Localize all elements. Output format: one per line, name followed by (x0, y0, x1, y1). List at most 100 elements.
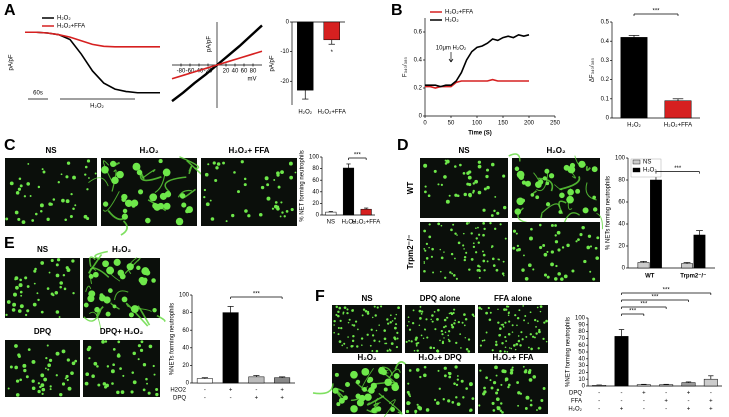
cell (443, 337, 445, 339)
bar (323, 21, 340, 41)
cell (104, 340, 108, 343)
cell (274, 201, 278, 204)
cell (538, 223, 542, 227)
cell (18, 283, 23, 288)
cell (475, 227, 477, 230)
cell (501, 272, 505, 275)
cell (424, 185, 427, 188)
cell (425, 318, 428, 321)
cell (437, 183, 440, 186)
micrograph-background (420, 222, 508, 282)
cell (413, 349, 416, 352)
net-strand (124, 257, 141, 275)
cell (67, 386, 72, 391)
cell (112, 304, 117, 309)
cell (504, 321, 507, 324)
net-strand (156, 314, 166, 323)
cell (335, 313, 338, 317)
error-bar (628, 35, 640, 38)
cell (102, 382, 107, 386)
cell (136, 265, 141, 271)
cell (338, 397, 345, 404)
cell (375, 349, 379, 353)
cell (119, 273, 126, 280)
net-strand (142, 169, 156, 179)
condition-sign: - (643, 407, 645, 413)
error-bar (328, 39, 335, 45)
cell (465, 222, 469, 225)
cell (356, 345, 359, 348)
bar (274, 377, 291, 384)
net-strand (177, 189, 192, 198)
bar (325, 211, 337, 216)
cell (440, 256, 444, 260)
cell (456, 375, 459, 377)
cell (342, 311, 345, 314)
cell (406, 390, 410, 394)
cell (26, 309, 30, 313)
cell (444, 159, 447, 162)
image-label: DPQ+ H₂O₂ (100, 327, 144, 336)
cell (478, 233, 481, 236)
cell (351, 324, 354, 326)
condition-sign: - (598, 407, 600, 413)
net-strand (164, 176, 187, 193)
cell (496, 406, 499, 409)
condition-sign: + (687, 407, 691, 413)
cell (40, 373, 45, 378)
cell (579, 233, 583, 237)
cell (464, 337, 467, 339)
bar (637, 262, 650, 269)
cell (500, 402, 503, 405)
cell (352, 334, 355, 338)
cell (550, 223, 554, 227)
cell (423, 229, 427, 233)
cell (42, 170, 46, 174)
net-strand (89, 256, 96, 267)
cell (548, 173, 555, 179)
cell (495, 374, 498, 377)
cell (62, 273, 66, 277)
cell (592, 207, 598, 212)
cell (55, 351, 60, 356)
cell (210, 217, 215, 221)
cell (55, 263, 59, 267)
cell (164, 191, 172, 198)
cell (14, 344, 18, 348)
cell (343, 395, 348, 401)
cell (498, 333, 501, 337)
cell (537, 347, 540, 350)
cell (490, 386, 494, 390)
micrograph (5, 340, 80, 397)
cell (468, 268, 471, 271)
cell (522, 305, 525, 307)
cell (5, 313, 8, 317)
cell (9, 181, 14, 186)
cell (371, 334, 375, 337)
cell (94, 172, 97, 175)
net-strand (154, 173, 166, 193)
cell (514, 314, 517, 317)
cell (459, 333, 462, 335)
cell (581, 225, 585, 230)
cell (41, 392, 44, 395)
cell (517, 391, 521, 395)
cell (444, 162, 448, 165)
cell (501, 411, 504, 414)
cell (113, 258, 121, 266)
cell (538, 406, 542, 410)
cell (158, 159, 163, 164)
cell (511, 366, 514, 369)
cell (52, 198, 56, 201)
cell (429, 346, 433, 350)
cell (383, 387, 388, 392)
cell (536, 320, 539, 323)
cell (65, 175, 69, 179)
cell (411, 321, 415, 325)
cell (352, 309, 354, 311)
condition-name: H2O2 (170, 388, 186, 394)
cell (586, 245, 591, 250)
cell (216, 162, 221, 166)
cell (366, 333, 369, 336)
cell (96, 365, 99, 368)
